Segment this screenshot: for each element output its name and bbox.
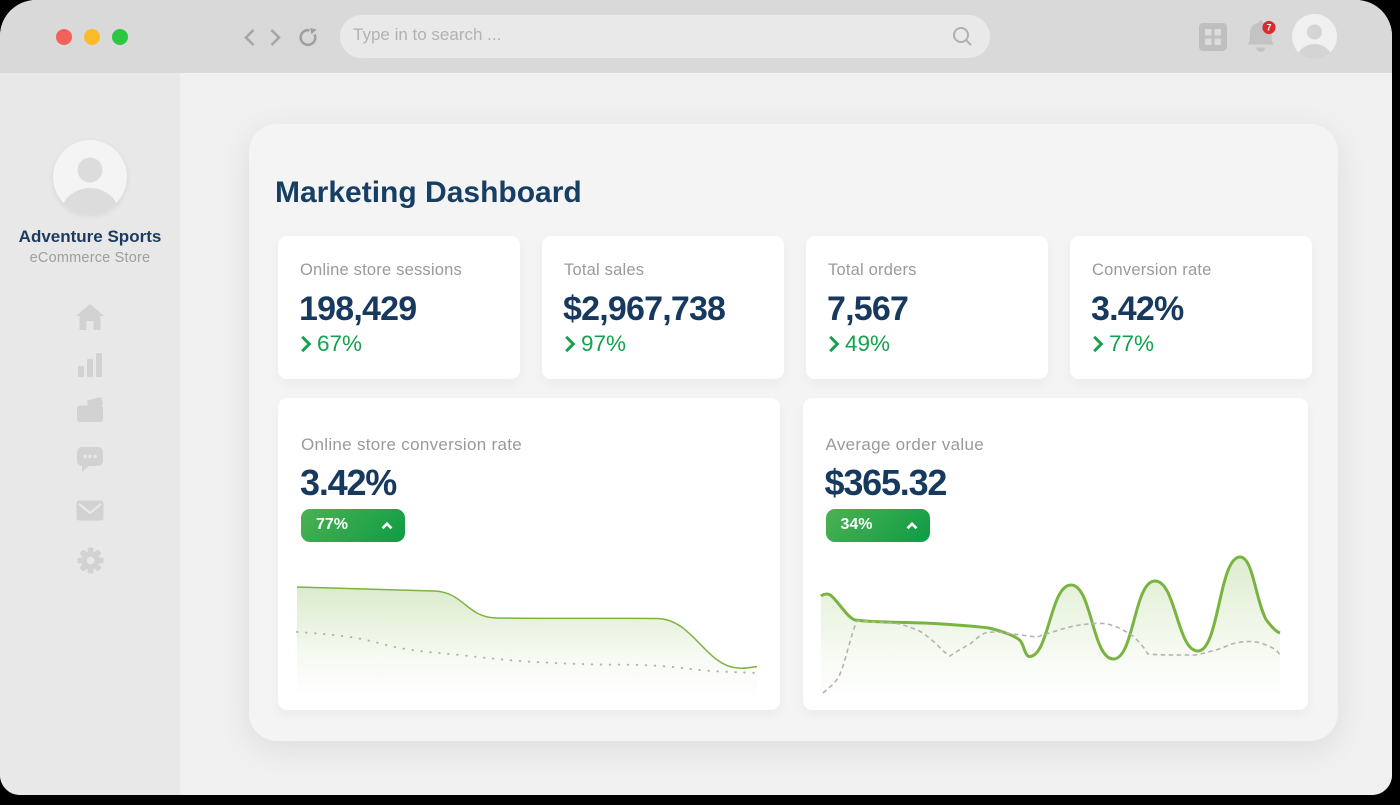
svg-text:7: 7: [1266, 23, 1271, 33]
